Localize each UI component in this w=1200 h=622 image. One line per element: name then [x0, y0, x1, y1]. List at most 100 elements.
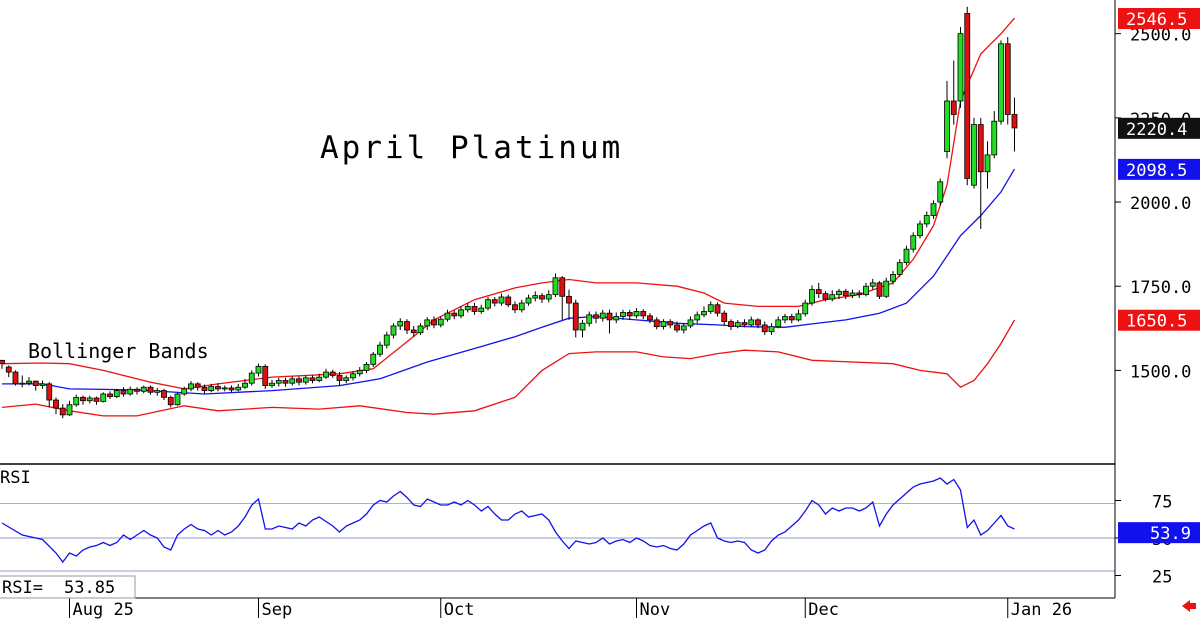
candle: [829, 290, 836, 302]
candle: [680, 323, 687, 334]
candle: [930, 200, 937, 219]
candle: [167, 395, 174, 408]
candle: [971, 117, 977, 189]
y-tick-label: 1750.0: [1130, 278, 1191, 298]
candle: [883, 277, 890, 299]
candle: [856, 290, 863, 299]
candle: [795, 309, 802, 322]
price-tag-label: 2220.4: [1126, 120, 1187, 140]
price-tag: 2546.5: [1118, 8, 1200, 30]
chart-title: April Platinum: [320, 130, 623, 166]
candle: [667, 319, 674, 329]
candle: [714, 302, 721, 317]
candle: [815, 282, 822, 299]
candle: [984, 141, 991, 189]
candle: [1004, 37, 1011, 125]
price-tag-label: 2098.5: [1126, 161, 1187, 181]
candle: [228, 385, 235, 393]
candle: [370, 351, 377, 368]
candle: [626, 309, 633, 320]
candle: [309, 375, 316, 384]
candle: [397, 318, 404, 330]
candle: [194, 382, 201, 391]
candle: [343, 375, 350, 384]
candle: [586, 311, 593, 327]
x-tick-label: Aug 25: [73, 600, 134, 620]
candle: [269, 379, 275, 388]
candle: [559, 276, 566, 320]
candle: [154, 387, 161, 396]
candle: [464, 303, 471, 313]
candle: [275, 377, 282, 387]
candle: [404, 319, 410, 335]
candle: [741, 319, 748, 328]
candle: [620, 309, 626, 320]
rsi-label: RSI: [0, 468, 31, 488]
rsi-series-line: [1, 477, 1015, 564]
candle: [410, 325, 417, 337]
candlestick-series: [0, 6, 1018, 419]
candle: [552, 273, 559, 297]
candle: [491, 296, 498, 307]
candle: [282, 377, 289, 387]
candle: [647, 313, 653, 324]
candle: [356, 367, 363, 377]
candle: [755, 318, 761, 329]
scroll-arrow-icon[interactable]: [1182, 600, 1196, 612]
candle: [566, 289, 572, 320]
candle: [329, 369, 336, 378]
candle: [728, 319, 734, 330]
candle: [471, 303, 478, 315]
candle: [775, 316, 782, 329]
candle: [1011, 97, 1018, 152]
candle: [316, 373, 323, 383]
candle: [572, 299, 579, 338]
bollinger-lower-band: [1, 319, 1016, 417]
candle: [248, 370, 255, 386]
candle: [140, 385, 147, 394]
candle: [363, 361, 370, 374]
candle: [802, 299, 809, 317]
candle: [390, 323, 397, 339]
candle: [525, 294, 532, 306]
candle: [998, 40, 1004, 125]
candle: [721, 310, 728, 325]
y-tick-label: 2500.0: [1130, 26, 1191, 46]
candle: [5, 365, 12, 378]
candle: [437, 316, 444, 328]
candle: [255, 363, 262, 377]
rsi-tick-label: 75: [1152, 493, 1172, 513]
candle: [640, 309, 647, 320]
candle: [977, 117, 984, 229]
candle: [19, 375, 26, 388]
candle: [296, 376, 302, 386]
candle: [431, 316, 437, 329]
candle: [674, 321, 680, 333]
candle: [59, 404, 66, 419]
candle: [869, 278, 876, 290]
candle: [147, 385, 154, 395]
bollinger-upper-line: [1, 17, 1015, 390]
candle: [86, 395, 93, 404]
candle: [444, 309, 451, 322]
candle: [26, 377, 32, 386]
candle: [350, 371, 356, 381]
rsi-current-tag: 53.9: [1118, 522, 1200, 544]
candle: [188, 381, 194, 392]
price-tag: 1650.5: [1118, 309, 1200, 332]
candle: [498, 293, 505, 306]
candle: [964, 6, 971, 186]
candle: [53, 397, 59, 415]
candle: [242, 378, 248, 389]
y-tick-label: 1500.0: [1130, 362, 1191, 382]
rsi-tick-label: 25: [1152, 568, 1172, 588]
candle: [822, 291, 829, 302]
candle: [653, 317, 660, 330]
price-tag-label: 2546.5: [1126, 10, 1187, 30]
candle: [100, 392, 107, 403]
candle: [917, 220, 923, 239]
candle: [134, 387, 140, 395]
candle: [208, 383, 215, 393]
candle: [39, 380, 46, 389]
